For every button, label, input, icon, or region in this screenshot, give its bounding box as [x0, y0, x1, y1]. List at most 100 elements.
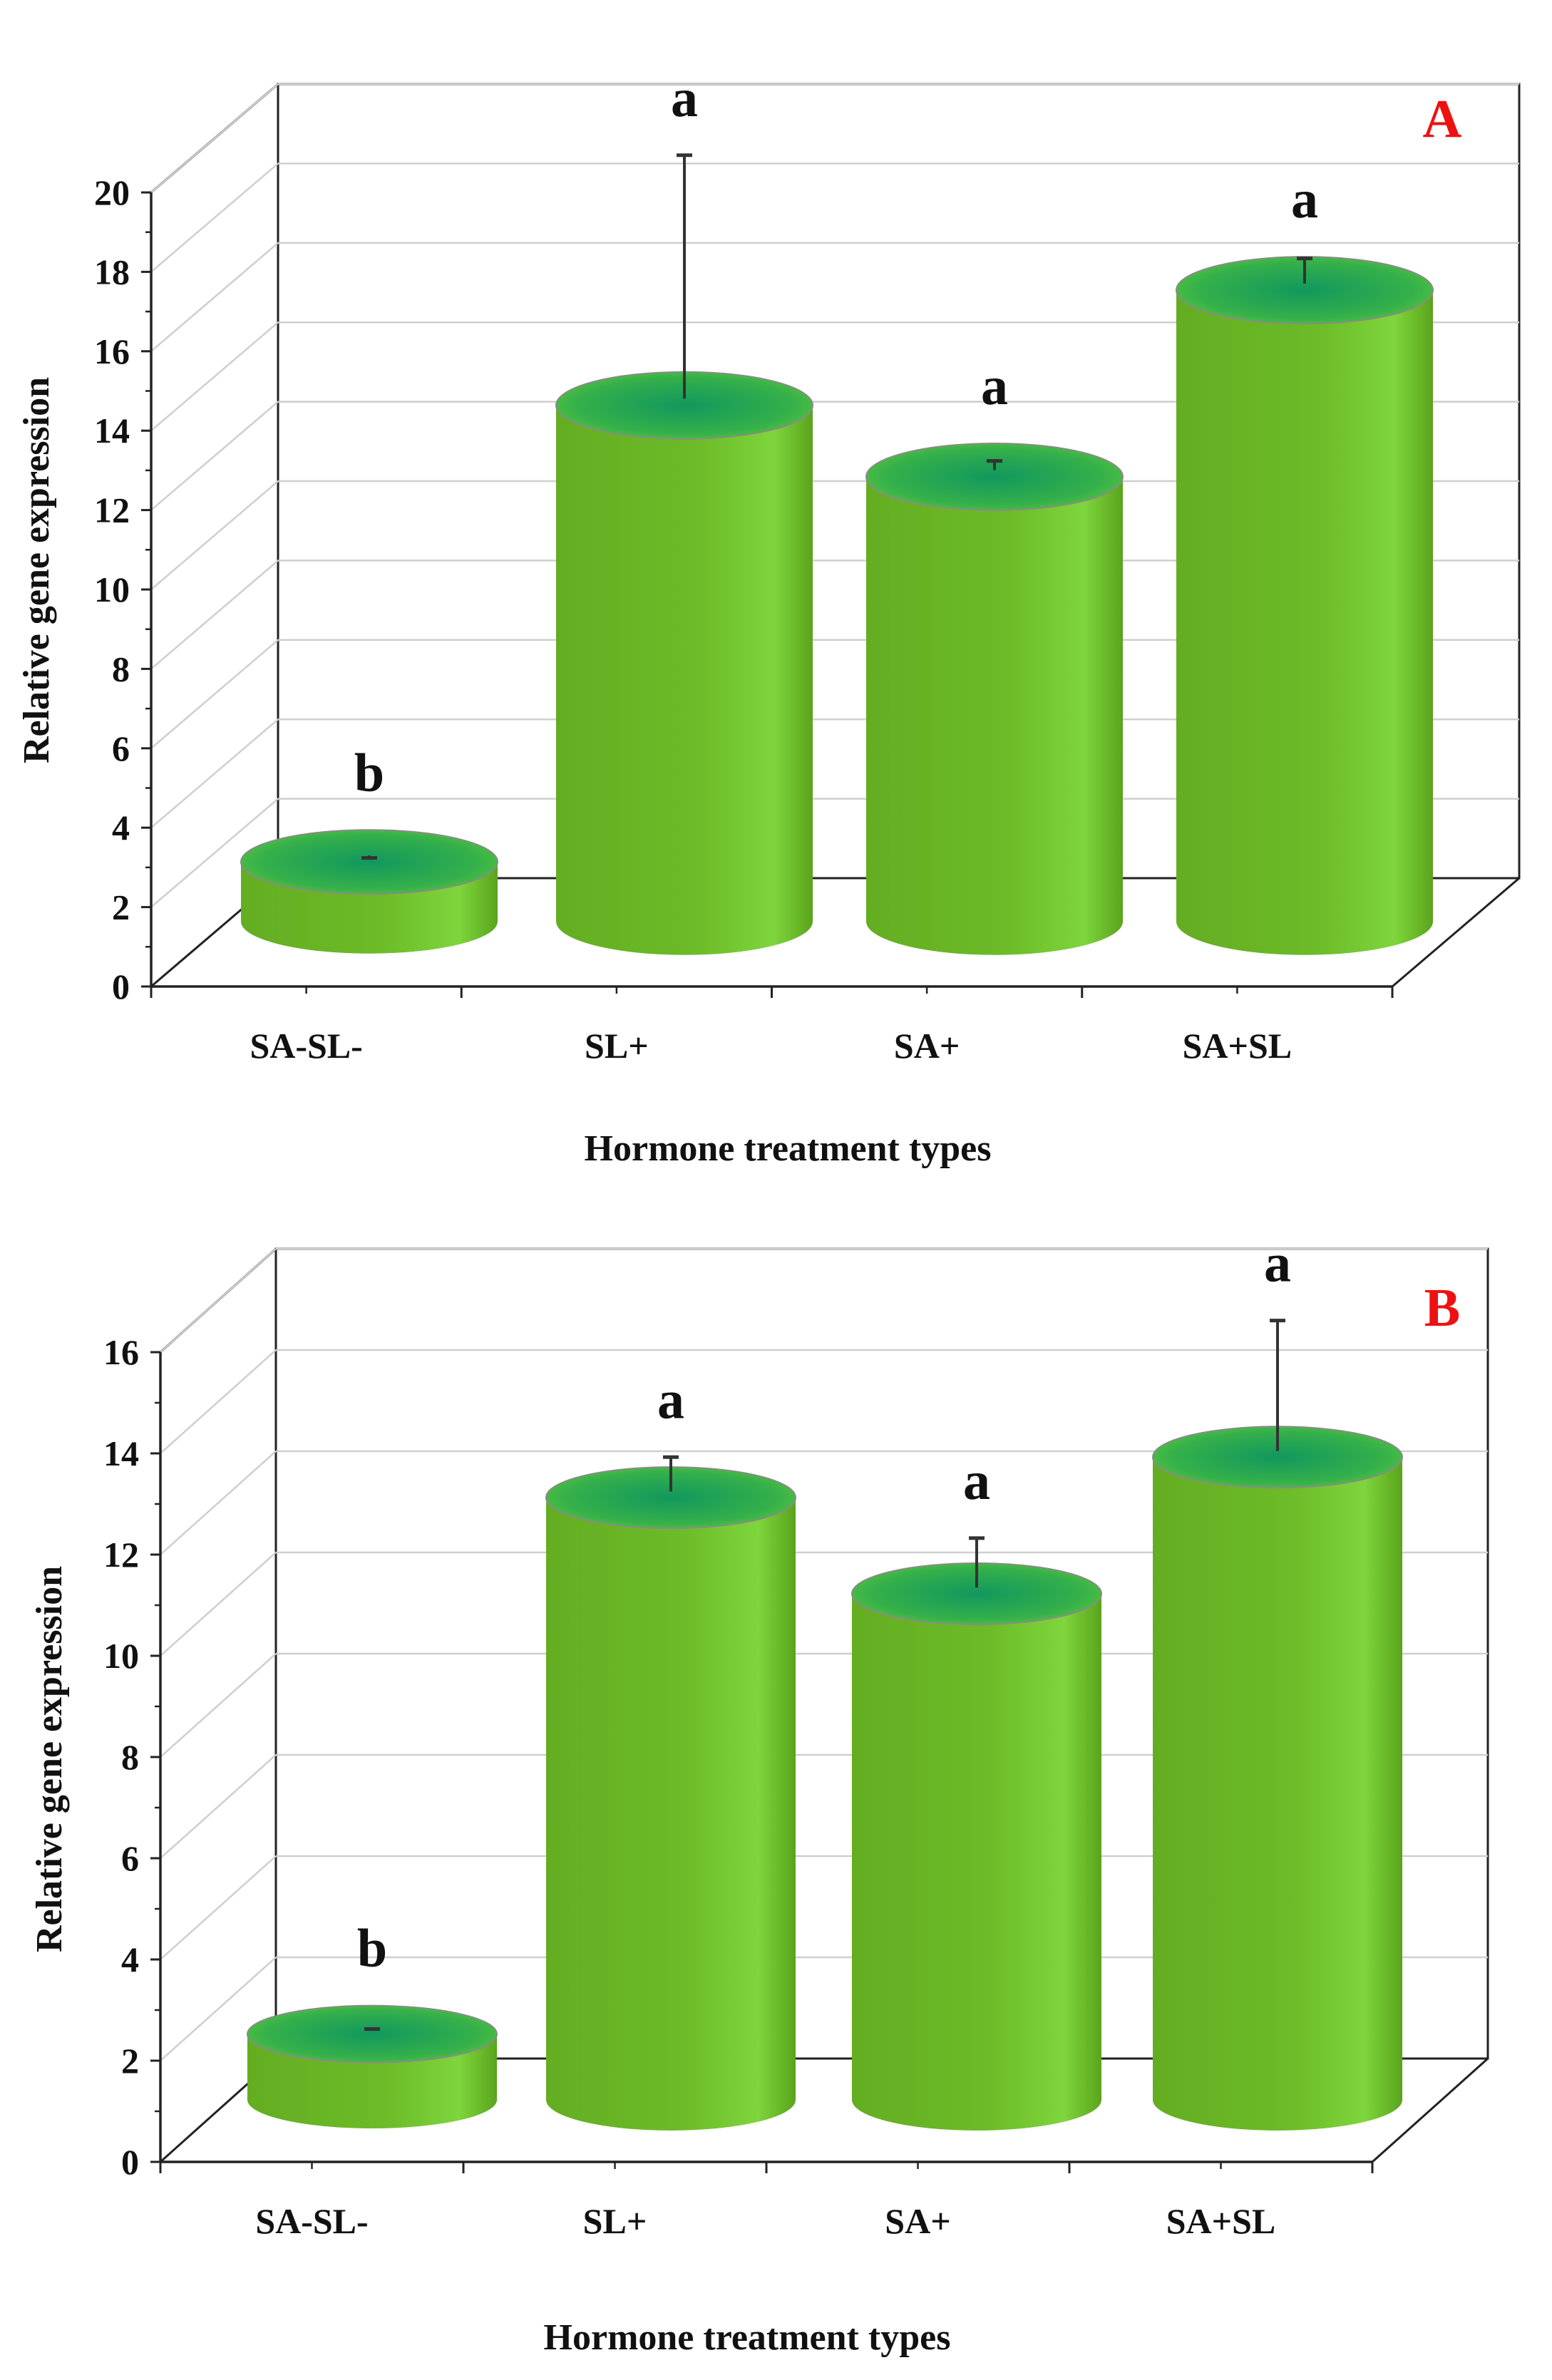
x-category-label: SA+SL — [1166, 2201, 1276, 2241]
bars — [240, 256, 1434, 955]
grid-line-wall — [160, 1349, 277, 1454]
grid-line-wall — [150, 639, 279, 749]
bar — [1176, 256, 1434, 955]
error-bar — [1297, 257, 1312, 284]
bar-body — [556, 405, 813, 955]
y-tick-label: 20 — [94, 172, 130, 212]
y-tick-label: 10 — [103, 1636, 139, 1676]
significance-letter: a — [981, 356, 1008, 416]
panel-label: A — [1423, 89, 1462, 149]
y-axis-title: Relative gene expression — [16, 377, 57, 763]
y-tick-label: 12 — [94, 490, 130, 530]
bar — [851, 1562, 1102, 2131]
y-axis-title: Relative gene expression — [29, 1566, 70, 1952]
x-axis-title: Hormone treatment types — [585, 1128, 992, 1169]
significance-letters: b a a a — [357, 1234, 1291, 1979]
grid-line-wall — [150, 163, 279, 273]
y-tick-label: 0 — [121, 2142, 139, 2182]
error-bars — [364, 1319, 1285, 2031]
y-tick-label: 16 — [103, 1332, 139, 1372]
y-tick-label: 6 — [121, 1838, 139, 1878]
error-bar — [1270, 1319, 1285, 1451]
chart-panel-b: b a a a 0 2 4 6 8 10 12 14 16 SA-SL- SL+ SA+ SA+SL B H… — [29, 1234, 1489, 2358]
bar-top — [865, 442, 1124, 511]
bar — [247, 2004, 498, 2128]
grid-line-wall — [150, 401, 279, 511]
bar-body — [1176, 290, 1433, 955]
grid-line-wall — [150, 321, 279, 432]
bar-body — [852, 1594, 1101, 2131]
y-tick-label: 2 — [112, 887, 130, 927]
panel-label: B — [1424, 1278, 1461, 1338]
bar-top — [240, 829, 498, 895]
grid-line-wall — [150, 718, 279, 829]
significance-letter: a — [671, 68, 698, 128]
bar — [555, 371, 813, 955]
x-category-label: SA+ — [885, 2201, 950, 2241]
x-category-label: SA+SL — [1183, 1026, 1293, 1066]
x-category-label: SA-SL- — [255, 2201, 368, 2241]
y-tick-label: 2 — [121, 2041, 139, 2081]
y-tick-label: 8 — [112, 649, 130, 689]
bars — [247, 1426, 1403, 2131]
significance-letter: a — [1291, 170, 1318, 230]
bar — [1152, 1426, 1403, 2131]
bar-body — [546, 1498, 796, 2131]
grid-line-wall — [150, 798, 279, 908]
significance-letter: a — [657, 1370, 684, 1430]
axes — [150, 1351, 1374, 2173]
y-tick-label: 4 — [121, 1939, 139, 1979]
x-category-labels: SA-SL- SL+ SA+ SA+SL — [250, 1026, 1292, 1066]
bar-body — [1153, 1457, 1402, 2131]
x-category-label: SA+ — [894, 1026, 960, 1066]
x-axis-title: Hormone treatment types — [544, 2317, 951, 2358]
y-tick-label: 12 — [103, 1535, 139, 1575]
y-tick-label: 18 — [94, 252, 130, 292]
y-tick-label: 10 — [94, 570, 130, 609]
grid-line-wall — [150, 242, 279, 352]
bar — [545, 1466, 796, 2131]
grid-line-wall — [160, 1957, 277, 2061]
grid-line-wall — [160, 1248, 277, 1353]
axes — [141, 191, 1394, 998]
chart-panel-a: b a a a 0 2 4 6 8 10 12 14 16 18 20 SA-SL- SL+ SA+ SA+SL… — [16, 68, 1521, 1169]
bar-top — [247, 2004, 498, 2064]
grid-line-wall — [160, 1855, 277, 1960]
grid-line-wall — [150, 480, 279, 590]
grid-line-wall — [160, 1552, 277, 1657]
error-bar — [969, 1536, 985, 1588]
bar — [240, 829, 498, 954]
significance-letter: a — [1264, 1234, 1291, 1294]
bar — [865, 442, 1124, 955]
y-tick-labels: 0 2 4 6 8 10 12 14 16 — [103, 1332, 139, 2182]
error-bar — [987, 459, 1002, 470]
significance-letter: b — [354, 743, 384, 803]
floor-right-edge — [1392, 877, 1520, 988]
floor-right-edge — [1371, 2057, 1489, 2163]
y-tick-label: 6 — [112, 728, 130, 768]
y-tick-label: 16 — [94, 331, 130, 371]
y-tick-label: 4 — [112, 808, 130, 848]
significance-letter: b — [357, 1919, 387, 1979]
bar-body — [866, 476, 1123, 955]
x-category-labels: SA-SL- SL+ SA+ SA+SL — [255, 2201, 1275, 2241]
error-bar — [663, 1455, 679, 1492]
y-tick-label: 14 — [103, 1433, 139, 1473]
x-category-label: SL+ — [583, 2201, 647, 2241]
grid-line-wall — [160, 1754, 277, 1859]
grid-line-wall — [150, 83, 279, 193]
y-tick-label: 0 — [112, 967, 130, 1006]
grid-line-wall — [160, 1653, 277, 1758]
x-category-label: SA-SL- — [250, 1026, 362, 1066]
y-tick-label: 14 — [94, 411, 130, 450]
error-bar — [677, 153, 692, 399]
x-category-label: SL+ — [585, 1026, 649, 1066]
y-tick-labels: 0 2 4 6 8 10 12 14 16 18 20 — [94, 172, 130, 1006]
y-tick-label: 8 — [121, 1737, 139, 1777]
error-bars — [361, 153, 1312, 860]
significance-letters: b a a a — [354, 68, 1318, 803]
grid-line-wall — [150, 560, 279, 670]
grid-line-wall — [160, 1451, 277, 1555]
error-bar — [361, 855, 377, 860]
